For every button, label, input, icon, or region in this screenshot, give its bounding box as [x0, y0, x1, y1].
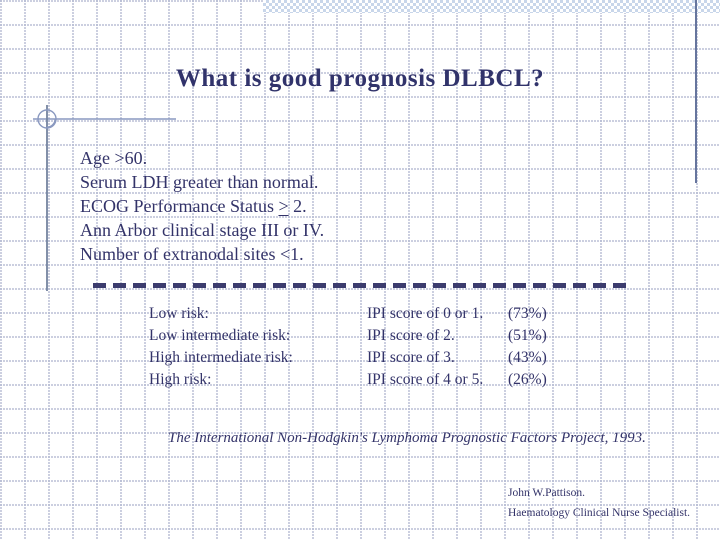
ecog-prefix: ECOG Performance Status [80, 196, 279, 216]
criteria-line-ldh: Serum LDH greater than normal. [80, 172, 319, 192]
criteria-line-stage: Ann Arbor clinical stage III or IV. [80, 220, 325, 240]
right-edge-line [695, 0, 697, 183]
risk-score: IPI score of 3. [367, 349, 455, 366]
risk-label: Low risk: [149, 305, 209, 322]
risk-row-low: Low risk: IPI score of 0 or 1. (73%) [149, 303, 629, 325]
criteria-line-extranodal: Number of extranodal sites <1. [80, 244, 304, 264]
citation-text: The International Non-Hodgkin's Lymphoma… [168, 430, 646, 446]
risk-percentage: (51%) [508, 327, 547, 344]
ecog-operator: > [278, 196, 289, 216]
risk-label: High intermediate risk: [149, 349, 293, 366]
author-role: Haematology Clinical Nurse Specialist. [508, 507, 691, 519]
risk-label: High risk: [149, 371, 212, 388]
criteria-line-age: Age >60. [80, 148, 148, 168]
slide-title: What is good prognosis DLBCL? [175, 65, 545, 92]
author-name: John W.Pattison. [508, 487, 586, 499]
risk-percentage: (26%) [508, 371, 547, 388]
risk-row-high-intermediate: High intermediate risk: IPI score of 3. … [149, 347, 629, 369]
checkered-border-band [263, 0, 720, 13]
criteria-line-ecog: ECOG Performance Status > 2. [80, 194, 640, 218]
risk-row-high: High risk: IPI score of 4 or 5. (26%) [149, 369, 629, 391]
risk-row-low-intermediate: Low intermediate risk: IPI score of 2. (… [149, 325, 629, 347]
risk-score: IPI score of 2. [367, 327, 455, 344]
risk-label: Low intermediate risk: [149, 327, 291, 344]
risk-percentage: (43%) [508, 349, 547, 366]
compass-ornament-icon [33, 105, 176, 291]
risk-percentage: (73%) [508, 305, 547, 322]
ipi-risk-table: Low risk: IPI score of 0 or 1. (73%) Low… [149, 303, 629, 391]
risk-score: IPI score of 4 or 5. [367, 371, 484, 388]
dashed-separator [93, 283, 630, 288]
prognosis-criteria-list: Age >60. Serum LDH greater than normal. … [80, 146, 640, 266]
risk-score: IPI score of 0 or 1. [367, 305, 484, 322]
ecog-suffix: 2. [288, 196, 307, 216]
